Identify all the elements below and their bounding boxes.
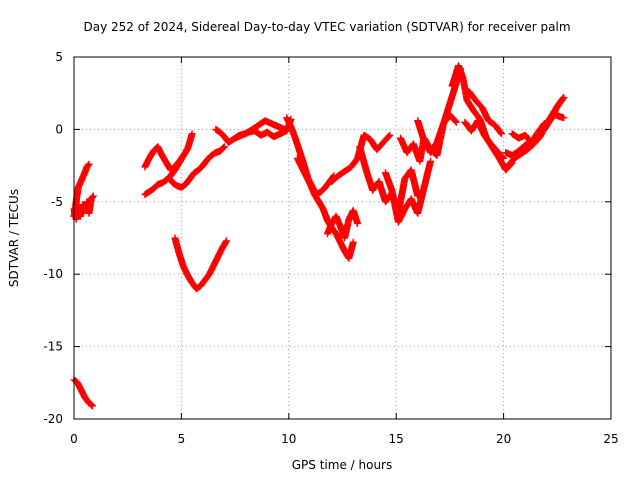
y-tick-label: -5 bbox=[51, 195, 63, 209]
series-arc-5 bbox=[141, 143, 187, 174]
series-arc-7 bbox=[171, 234, 230, 293]
data-points bbox=[70, 62, 568, 410]
y-tick-labels: -20 -15 -10 -5 0 5 bbox=[43, 50, 63, 426]
series-arc-24 bbox=[551, 111, 568, 122]
plus-markers bbox=[461, 117, 508, 162]
x-tick-label: 15 bbox=[389, 432, 404, 446]
plus-markers bbox=[465, 88, 505, 138]
y-tick-label: -20 bbox=[43, 412, 63, 426]
x-axis-label: GPS time / hours bbox=[292, 458, 393, 472]
series-arc-23 bbox=[508, 120, 548, 146]
plus-markers bbox=[324, 207, 361, 242]
plus-markers bbox=[551, 111, 568, 122]
x-tick-label: 20 bbox=[496, 432, 511, 446]
series-arc-20 bbox=[461, 117, 508, 162]
y-tick-label: -15 bbox=[43, 340, 63, 354]
x-tick-label: 5 bbox=[178, 432, 186, 446]
series-arc-6 bbox=[165, 143, 228, 191]
plus-markers bbox=[171, 234, 230, 293]
plus-markers bbox=[165, 143, 228, 191]
series-arc-17 bbox=[414, 111, 460, 157]
x-tick-label: 25 bbox=[603, 432, 618, 446]
series-arc-19 bbox=[465, 88, 505, 138]
x-tick-label: 0 bbox=[70, 432, 78, 446]
series-arc-15 bbox=[382, 157, 435, 226]
plus-markers bbox=[508, 120, 548, 146]
y-tick-label: 0 bbox=[55, 122, 63, 136]
plus-markers bbox=[414, 111, 460, 157]
y-axis-label: SDTVAR / TECUs bbox=[7, 189, 21, 287]
x-tick-label: 10 bbox=[281, 432, 296, 446]
series-arc-12 bbox=[324, 207, 361, 242]
y-tick-label: 5 bbox=[55, 50, 63, 64]
plot-frame bbox=[73, 56, 612, 420]
chart-title: Day 252 of 2024, Sidereal Day-to-day VTE… bbox=[83, 20, 570, 34]
plus-markers bbox=[141, 143, 187, 174]
x-tick-labels: 0 5 10 15 20 25 bbox=[70, 432, 618, 446]
plus-markers bbox=[382, 157, 435, 226]
y-tick-label: -10 bbox=[43, 267, 63, 281]
